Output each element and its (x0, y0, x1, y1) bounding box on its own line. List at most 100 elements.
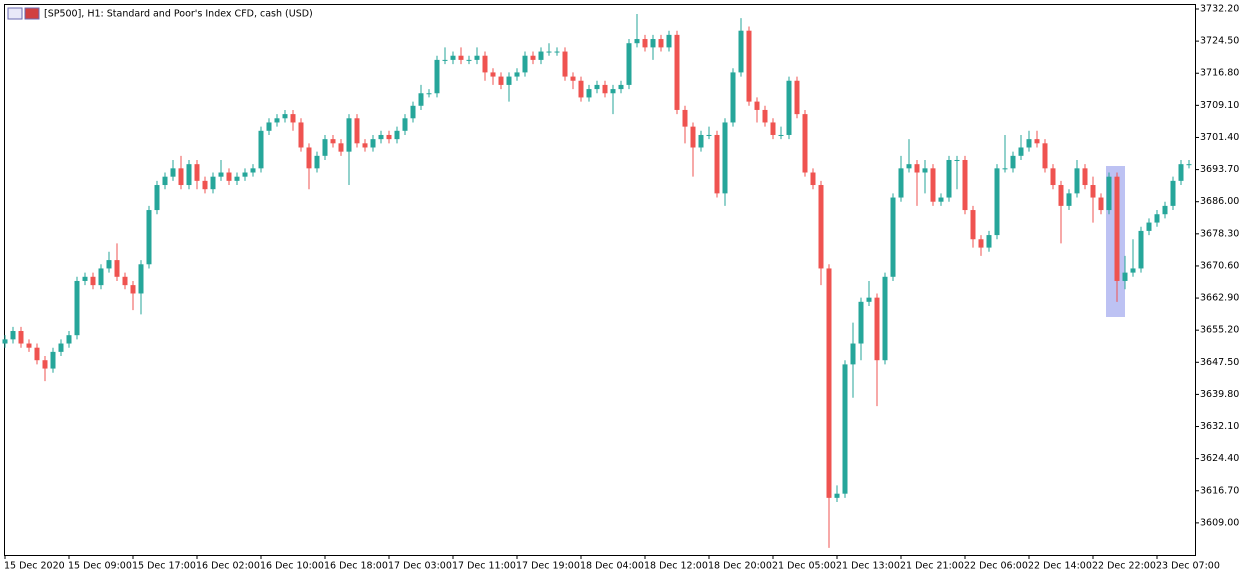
candle-body (1090, 185, 1096, 198)
candle-body (26, 343, 32, 348)
candle-body (362, 143, 368, 148)
y-tick-label: 3662.90 (1200, 293, 1239, 304)
candle-body (378, 134, 384, 140)
candle-body (18, 331, 24, 344)
x-tick-label: 22 Dec 22:00 (1092, 561, 1156, 572)
y-tick-label: 3678.30 (1200, 228, 1239, 239)
candle-body (330, 139, 336, 144)
candle-body (1122, 272, 1128, 281)
x-tick-label: 21 Dec 05:00 (772, 561, 836, 572)
candle-body (490, 72, 496, 77)
candle-body (266, 122, 272, 131)
candle-body (82, 276, 88, 281)
candle-body (442, 59, 448, 61)
candle-body (690, 126, 696, 148)
y-tick-label: 3616.70 (1200, 485, 1239, 496)
candle-body (482, 55, 488, 73)
candle-body (298, 122, 304, 148)
x-tick-label: 21 Dec 21:00 (900, 561, 964, 572)
candle-body (466, 59, 472, 61)
candle-body (410, 105, 416, 119)
candle-body (370, 139, 376, 148)
y-tick-label: 3701.40 (1200, 132, 1239, 143)
x-tick-label: 16 Dec 18:00 (324, 561, 388, 572)
x-tick-label: 15 Dec 09:00 (68, 561, 132, 572)
candle-body (1146, 222, 1152, 231)
plot-frame (4, 4, 1196, 556)
candle-body (66, 335, 72, 344)
y-tick-label: 3632.10 (1200, 421, 1239, 432)
candle-body (258, 130, 264, 169)
candle-body (802, 114, 808, 173)
y-tick-label: 3639.80 (1200, 389, 1239, 400)
candle-body (530, 55, 536, 60)
candle-body (1138, 230, 1144, 269)
y-tick-label: 3732.20 (1200, 4, 1239, 15)
candle-body (514, 72, 520, 77)
candle-body (1170, 180, 1176, 206)
candle-body (738, 30, 744, 73)
candle-body (626, 43, 632, 85)
candle-body (242, 172, 248, 177)
candle-body (770, 122, 776, 135)
candle-body (730, 72, 736, 123)
candle-body (762, 109, 768, 123)
candle-body (594, 84, 600, 90)
candle-body (450, 55, 456, 60)
candle-body (954, 159, 960, 161)
candle-body (1162, 205, 1168, 215)
candle-body (1106, 176, 1112, 211)
candle-body (1058, 185, 1064, 206)
candle-body (338, 143, 344, 152)
candle-body (834, 493, 840, 498)
x-tick-label: 16 Dec 02:00 (196, 561, 260, 572)
candle-body (402, 118, 408, 131)
y-tick-label: 3655.20 (1200, 325, 1239, 336)
y-tick-label: 3709.10 (1200, 100, 1239, 111)
x-tick-label: 22 Dec 06:00 (964, 561, 1028, 572)
candle-body (818, 185, 824, 269)
candle-body (914, 164, 920, 173)
candle-body (138, 264, 144, 294)
candle-body (474, 55, 480, 60)
candle-body (866, 297, 872, 302)
candle-body (1098, 197, 1104, 211)
candle-body (162, 176, 168, 186)
candle-body (986, 235, 992, 248)
candle-body (178, 168, 184, 186)
candle-body (522, 55, 528, 73)
candle-body (1082, 168, 1088, 186)
candle-body (706, 134, 712, 136)
x-tick-label: 17 Dec 03:00 (388, 561, 452, 572)
y-tick-label: 3686.00 (1200, 196, 1239, 207)
candle-body (98, 268, 104, 286)
candle-body (618, 84, 624, 90)
candle-body (922, 168, 928, 173)
x-tick-label: 15 Dec 17:00 (132, 561, 196, 572)
candle-body (186, 164, 192, 186)
candle-body (722, 122, 728, 194)
x-tick-label: 17 Dec 11:00 (452, 561, 516, 572)
candle-body (938, 197, 944, 202)
candle-body (458, 55, 464, 60)
candle-body (658, 39, 664, 48)
candle-body (1114, 176, 1120, 281)
candle-body (1154, 214, 1160, 223)
x-tick-label: 22 Dec 14:00 (1028, 561, 1092, 572)
candle-body (714, 134, 720, 194)
candle-body (850, 343, 856, 365)
candle-body (250, 168, 256, 173)
candle-body (210, 176, 216, 190)
candle-body (826, 268, 832, 498)
candle-body (674, 34, 680, 110)
candle-body (434, 59, 440, 94)
candle-body (578, 80, 584, 98)
candle-body (10, 331, 16, 340)
candle-body (2, 339, 8, 344)
candle-body (234, 176, 240, 181)
candle-body (1050, 168, 1056, 186)
candle-body (74, 280, 80, 336)
x-tick-label: 18 Dec 20:00 (708, 561, 772, 572)
y-tick-label: 3716.80 (1200, 68, 1239, 79)
